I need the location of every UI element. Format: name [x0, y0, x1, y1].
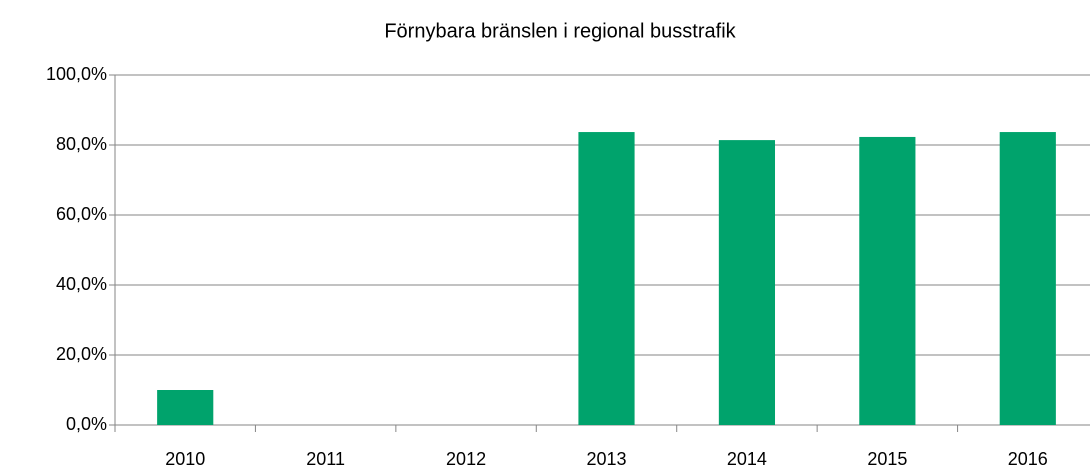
bar [157, 390, 214, 425]
y-tick-label: 20,0% [56, 344, 107, 364]
x-tick-label: 2012 [446, 449, 486, 469]
bar [578, 132, 635, 426]
y-tick-label: 40,0% [56, 274, 107, 294]
y-tick-label: 60,0% [56, 204, 107, 224]
bar [718, 140, 776, 425]
x-tick-label: 2014 [727, 449, 767, 469]
y-tick-label: 100,0% [46, 64, 107, 84]
x-tick-label: 2010 [165, 449, 205, 469]
x-tick-label: 2016 [1008, 449, 1048, 469]
x-tick-label: 2011 [306, 449, 345, 469]
bar [999, 132, 1056, 426]
bar [859, 136, 916, 425]
y-tick-label: 0,0% [66, 414, 107, 434]
chart-title: Förnybara bränslen i regional busstrafik [384, 20, 736, 42]
x-tick-label: 2015 [867, 449, 907, 469]
y-tick-label: 80,0% [56, 134, 107, 154]
x-tick-label: 2013 [586, 449, 626, 469]
